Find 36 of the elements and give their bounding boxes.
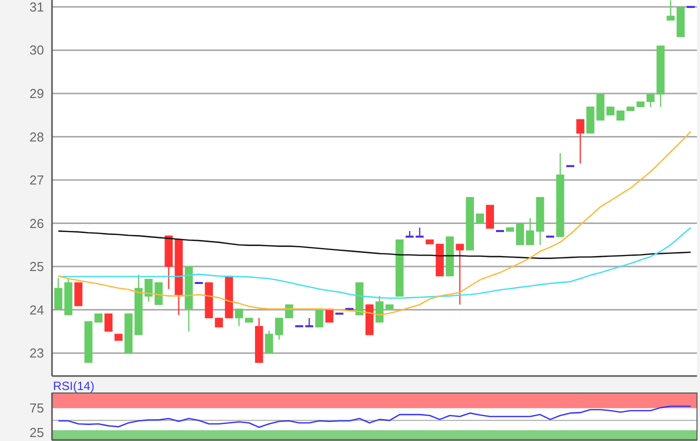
candlestick xyxy=(325,308,334,323)
candlestick xyxy=(476,213,484,224)
y-tick-label: 31 xyxy=(30,0,44,14)
candlestick xyxy=(74,282,82,307)
candlestick xyxy=(616,110,624,121)
candlestick xyxy=(315,308,324,328)
candlestick xyxy=(526,217,534,246)
candlestick xyxy=(516,222,524,246)
candlestick xyxy=(285,304,294,319)
line-series xyxy=(58,230,692,259)
line-series xyxy=(58,406,692,428)
y-tick-label: 29 xyxy=(30,86,44,102)
candlestick xyxy=(234,308,243,327)
candlestick xyxy=(646,94,655,108)
candlestick xyxy=(456,243,464,306)
candlestick xyxy=(275,317,284,340)
chart-title: RSI(14) xyxy=(53,379,94,393)
candlestick xyxy=(154,282,163,306)
y-tick-label: 27 xyxy=(30,172,44,188)
y-tick-label: 23 xyxy=(30,346,44,361)
y-tick-label: 24 xyxy=(30,302,44,318)
candlestick xyxy=(486,204,494,230)
candlestick xyxy=(416,226,424,238)
candlestick xyxy=(576,118,584,164)
y-tick-label: 25 xyxy=(30,259,44,274)
candlestick xyxy=(265,330,274,354)
candlestick xyxy=(144,278,153,302)
candlestick xyxy=(104,313,112,332)
candlestick xyxy=(214,317,223,328)
candlestick xyxy=(376,295,384,323)
y-tick-label: 30 xyxy=(30,42,44,58)
y-tick-label: 75 xyxy=(30,400,44,416)
y-tick-label: 26 xyxy=(30,216,44,231)
y-tick-label: 28 xyxy=(30,129,44,144)
y-tick-label: 25 xyxy=(30,425,44,440)
candlestick xyxy=(666,0,675,21)
